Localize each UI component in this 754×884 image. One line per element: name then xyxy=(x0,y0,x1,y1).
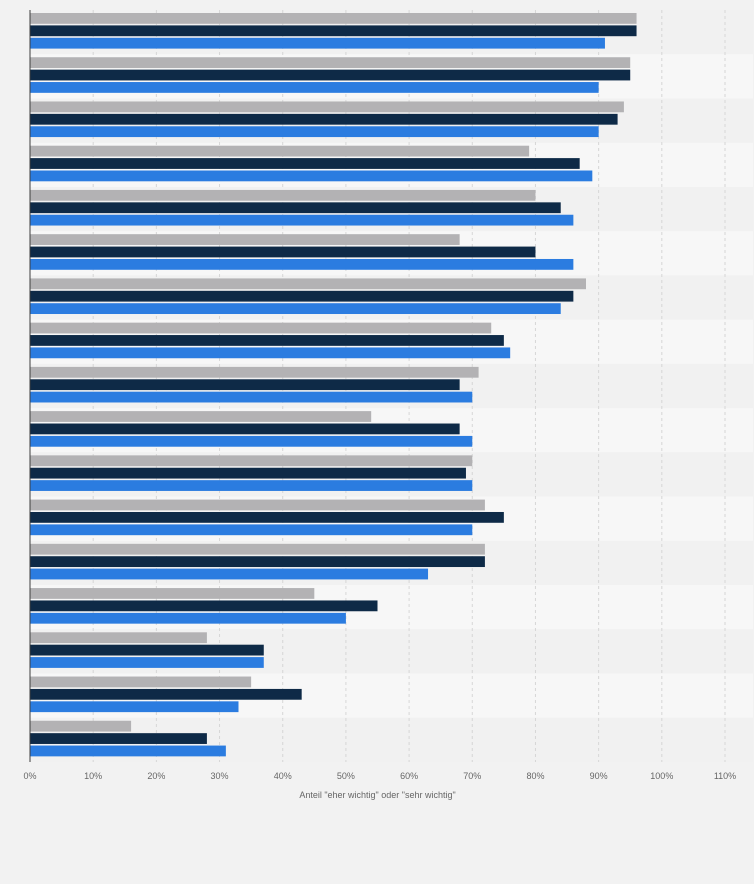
bar[interactable] xyxy=(30,524,473,536)
bar[interactable] xyxy=(30,25,637,37)
bar[interactable] xyxy=(30,676,252,688)
x-axis-title: Anteil "eher wichtig" oder "sehr wichtig… xyxy=(299,790,455,800)
bar[interactable] xyxy=(30,290,574,302)
bar[interactable] xyxy=(30,467,466,479)
bar[interactable] xyxy=(30,189,536,201)
bar[interactable] xyxy=(30,13,637,24)
bar[interactable] xyxy=(30,202,561,214)
x-tick-label: 40% xyxy=(274,771,292,781)
x-tick-label: 50% xyxy=(337,771,355,781)
x-tick-label: 20% xyxy=(147,771,165,781)
bar[interactable] xyxy=(30,745,226,757)
bar[interactable] xyxy=(30,214,574,226)
bar[interactable] xyxy=(30,556,485,568)
bar[interactable] xyxy=(30,57,631,69)
bar[interactable] xyxy=(30,733,207,744)
x-tick-label: 90% xyxy=(590,771,608,781)
x-tick-label: 10% xyxy=(84,771,102,781)
bar[interactable] xyxy=(30,347,511,359)
bar[interactable] xyxy=(30,170,593,182)
bar[interactable] xyxy=(30,258,574,270)
x-tick-label: 0% xyxy=(23,771,36,781)
bar[interactable] xyxy=(30,612,346,624)
x-tick-label: 110% xyxy=(714,771,736,781)
bar[interactable] xyxy=(30,588,315,599)
bar[interactable] xyxy=(30,366,479,378)
bar[interactable] xyxy=(30,113,618,125)
bar[interactable] xyxy=(30,69,631,81)
x-tick-label: 60% xyxy=(400,771,418,781)
bar[interactable] xyxy=(30,391,473,403)
bars xyxy=(30,13,637,757)
bar[interactable] xyxy=(30,455,473,467)
bar[interactable] xyxy=(30,720,132,732)
bar[interactable] xyxy=(30,158,580,169)
bar[interactable] xyxy=(30,435,473,447)
bar[interactable] xyxy=(30,632,207,644)
bar[interactable] xyxy=(30,379,460,391)
bar[interactable] xyxy=(30,303,561,315)
x-tick-label: 30% xyxy=(211,771,229,781)
bar[interactable] xyxy=(30,423,460,435)
bar[interactable] xyxy=(30,657,264,668)
bar[interactable] xyxy=(30,126,599,138)
bar[interactable] xyxy=(30,335,504,346)
x-tick-label: 80% xyxy=(526,771,544,781)
bar[interactable] xyxy=(30,688,302,700)
bar[interactable] xyxy=(30,701,239,713)
bar[interactable] xyxy=(30,82,599,93)
bar[interactable] xyxy=(30,145,530,157)
bar[interactable] xyxy=(30,411,372,422)
x-tick-label: 100% xyxy=(650,771,673,781)
bar[interactable] xyxy=(30,101,624,113)
bar[interactable] xyxy=(30,511,504,523)
bar[interactable] xyxy=(30,480,473,491)
bar[interactable] xyxy=(30,37,605,49)
bar[interactable] xyxy=(30,600,378,612)
bar[interactable] xyxy=(30,234,460,245)
x-tick-label: 70% xyxy=(463,771,481,781)
bar[interactable] xyxy=(30,568,429,580)
bar[interactable] xyxy=(30,246,536,258)
bar[interactable] xyxy=(30,543,485,555)
bar[interactable] xyxy=(30,322,492,334)
x-axis-tick-labels: 0% 10% 20% 30% 40% 50% 60% 70% 80% 90% 100% 110% xyxy=(23,771,736,781)
bar[interactable] xyxy=(30,499,485,511)
bar[interactable] xyxy=(30,644,264,656)
bar[interactable] xyxy=(30,278,586,290)
